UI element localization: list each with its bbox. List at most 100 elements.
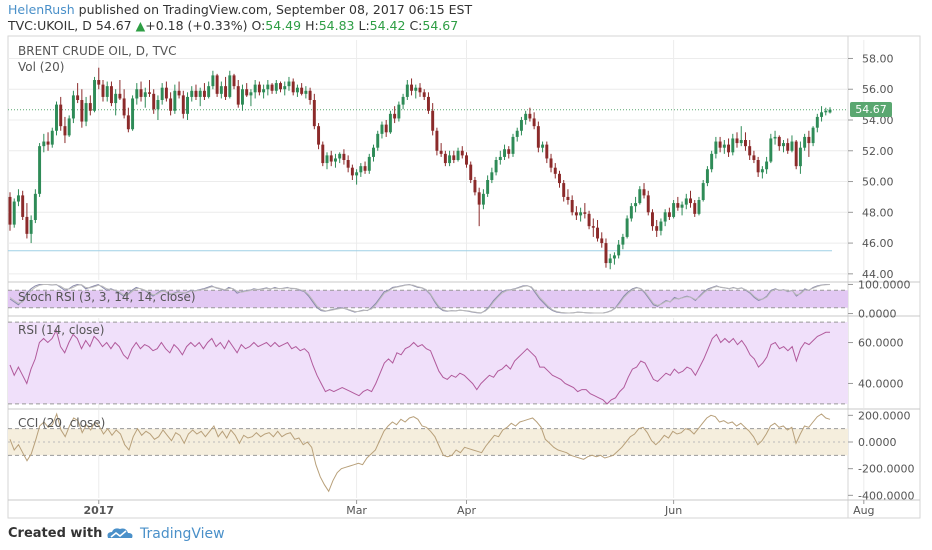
candle-body <box>245 89 249 96</box>
candle-body <box>532 118 536 127</box>
low-value: 54.42 <box>369 18 406 33</box>
candle-body <box>355 172 359 176</box>
candle-body <box>8 196 12 225</box>
candle-body <box>148 92 151 94</box>
candle-body <box>241 89 244 105</box>
stoch-pane-title: Stoch RSI (3, 3, 14, 14, close) <box>18 290 196 304</box>
created-with-text: Created with <box>8 526 103 541</box>
candle-body <box>372 147 375 157</box>
candle-body <box>629 206 633 219</box>
candle-body <box>101 84 105 97</box>
candle-body <box>625 218 629 237</box>
candle-body <box>266 84 270 90</box>
close-label: C: <box>409 18 423 33</box>
candle-body <box>181 95 185 114</box>
candle-body <box>642 189 646 196</box>
candle-body <box>617 244 621 256</box>
low-label: L: <box>358 18 370 33</box>
candle-body <box>97 80 101 85</box>
indicator-tick-label: 60.0000 <box>858 337 904 350</box>
author-link[interactable]: HelenRush <box>8 2 75 17</box>
candle-body <box>80 100 84 122</box>
candle-body <box>553 167 557 174</box>
candle-body <box>173 90 177 111</box>
candle-body <box>350 167 354 176</box>
candle-body <box>503 149 507 157</box>
candle-body <box>76 95 80 100</box>
candle-body <box>756 160 760 173</box>
candle-body <box>689 198 692 204</box>
candle-body <box>545 144 549 159</box>
candle-body <box>739 140 743 144</box>
price-tick-label: 58.00 <box>862 52 894 65</box>
main-pane-title: BRENT CRUDE OIL, D, TVC <box>18 44 177 58</box>
candle-body <box>279 83 282 90</box>
indicator-tick-label: -200.0000 <box>858 463 914 476</box>
price-tick-label: 48.00 <box>862 206 894 219</box>
candle-body <box>828 109 832 113</box>
candle-body <box>422 92 426 97</box>
candle-body <box>676 203 680 208</box>
time-tick-label: 2017 <box>83 504 114 517</box>
candle-body <box>815 116 819 128</box>
candle-body <box>697 200 701 214</box>
time-tick-label: Jun <box>664 504 682 517</box>
candle-body <box>363 166 367 171</box>
candle-body <box>257 84 261 93</box>
candle-body <box>71 95 75 119</box>
candle-body <box>536 126 540 148</box>
volume-label: Vol (20) <box>18 60 64 74</box>
candle-body <box>570 200 574 213</box>
cci-pane-title: CCI (20, close) <box>18 416 105 430</box>
candle-body <box>621 236 625 245</box>
candle-body <box>714 141 718 154</box>
time-tick-label: Mar <box>346 504 367 517</box>
candle-body <box>397 104 401 119</box>
rsi-pane-title: RSI (14, close) <box>18 323 104 337</box>
axes-labels: 44.00 46.00 48.00 50.00 52.00 54.00 56.00 58.00… <box>83 52 914 517</box>
last-price-tag: 54.67 <box>850 102 892 117</box>
candle-body <box>684 198 688 205</box>
candle-body <box>325 155 329 164</box>
indicator-lines <box>9 283 831 493</box>
candle-body <box>287 81 291 87</box>
candle-body <box>596 227 599 239</box>
candle-body <box>743 140 747 147</box>
close-value: 54.67 <box>422 18 459 33</box>
candle-body <box>16 195 20 202</box>
indicator-line <box>9 328 830 405</box>
candle-body <box>46 141 50 145</box>
candle-body <box>731 138 735 153</box>
candle-body <box>312 100 316 127</box>
candle-body <box>574 212 578 216</box>
candle-body <box>253 84 257 93</box>
tradingview-brand-link[interactable]: TradingView <box>140 526 225 542</box>
candle-body <box>727 144 731 153</box>
indicator-bands <box>8 289 848 456</box>
candle-body <box>283 86 287 90</box>
candle-body <box>773 136 777 139</box>
candle-body <box>190 90 194 97</box>
candle-body <box>477 192 481 205</box>
candle-body <box>25 216 29 234</box>
symbol-text: TVC:UKOIL, D <box>8 18 92 33</box>
high-label: H: <box>305 18 319 33</box>
candle-body <box>405 84 409 97</box>
candle-body <box>524 113 528 120</box>
candle-body <box>164 87 168 99</box>
up-arrow-icon: ▲ <box>135 18 146 33</box>
candle-body <box>769 138 773 162</box>
price-tick-label: 52.00 <box>862 145 894 158</box>
publish-line: HelenRush published on TradingView.com, … <box>8 2 472 17</box>
candle-body <box>380 124 384 134</box>
candle-body <box>667 212 671 217</box>
chart-area[interactable]: 44.00 46.00 48.00 50.00 52.00 54.00 56.00 58.00… <box>0 0 932 520</box>
candle-body <box>156 100 160 110</box>
candle-body <box>786 143 790 151</box>
price-tick-label: 46.00 <box>862 237 894 250</box>
candle-body <box>338 153 342 159</box>
candle-body <box>452 155 456 160</box>
candle-body <box>388 113 392 133</box>
candle-body <box>718 141 722 148</box>
candle-body <box>824 110 828 113</box>
